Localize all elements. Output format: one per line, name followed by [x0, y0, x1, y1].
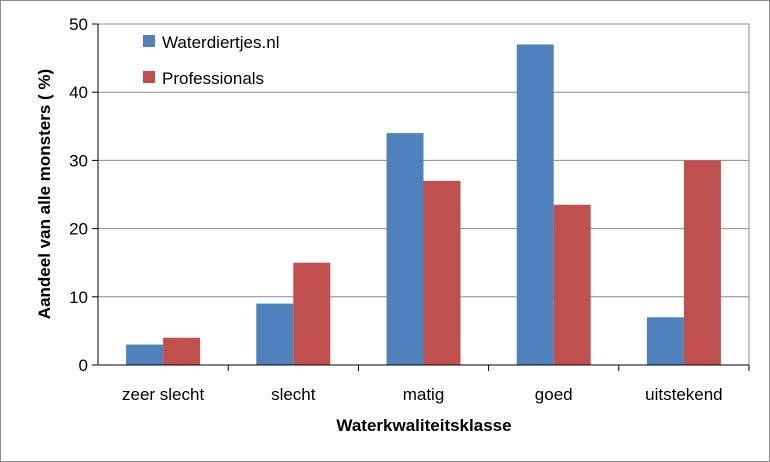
bar-waterdiertjes-nl-matig	[386, 133, 424, 365]
tick-labels: 0 10 20 30 40 50 zeer slecht slecht matig goed uit…	[69, 15, 723, 404]
y-tick-label: 10	[69, 288, 88, 307]
legend-label: Professionals	[162, 69, 264, 88]
y-tick-label: 20	[69, 220, 88, 239]
y-tick-label: 50	[69, 15, 88, 34]
x-tick-label: slecht	[271, 385, 316, 404]
bar-professionals-goed	[553, 204, 591, 365]
bar-waterdiertjes-nl-slecht	[256, 303, 294, 365]
bar-professionals-zeer-slecht	[163, 337, 201, 365]
axes	[92, 23, 750, 371]
y-tick-label: 0	[79, 356, 88, 375]
bar-waterdiertjes-nl-uitstekend	[646, 317, 684, 365]
bar-professionals-uitstekend	[683, 160, 721, 365]
legend: Waterdiertjes.nl Professionals	[143, 33, 279, 88]
bar-professionals-slecht	[293, 262, 331, 365]
x-tick-label: matig	[403, 385, 445, 404]
legend-swatch	[143, 71, 155, 83]
x-tick-label: zeer slecht	[122, 385, 204, 404]
bar-waterdiertjes-nl-zeer-slecht	[126, 344, 164, 365]
bar-professionals-matig	[423, 180, 461, 365]
bars	[126, 44, 721, 366]
y-axis-title: Aandeel van alle monsters ( %)	[35, 69, 54, 319]
legend-swatch	[143, 35, 155, 47]
legend-label: Waterdiertjes.nl	[162, 33, 279, 52]
x-axis-title: Waterkwaliteitsklasse	[336, 416, 511, 435]
bar-waterdiertjes-nl-goed	[516, 44, 554, 366]
y-tick-label: 40	[69, 83, 88, 102]
x-tick-label: uitstekend	[645, 385, 723, 404]
y-tick-label: 30	[69, 151, 88, 170]
x-tick-label: goed	[535, 385, 573, 404]
